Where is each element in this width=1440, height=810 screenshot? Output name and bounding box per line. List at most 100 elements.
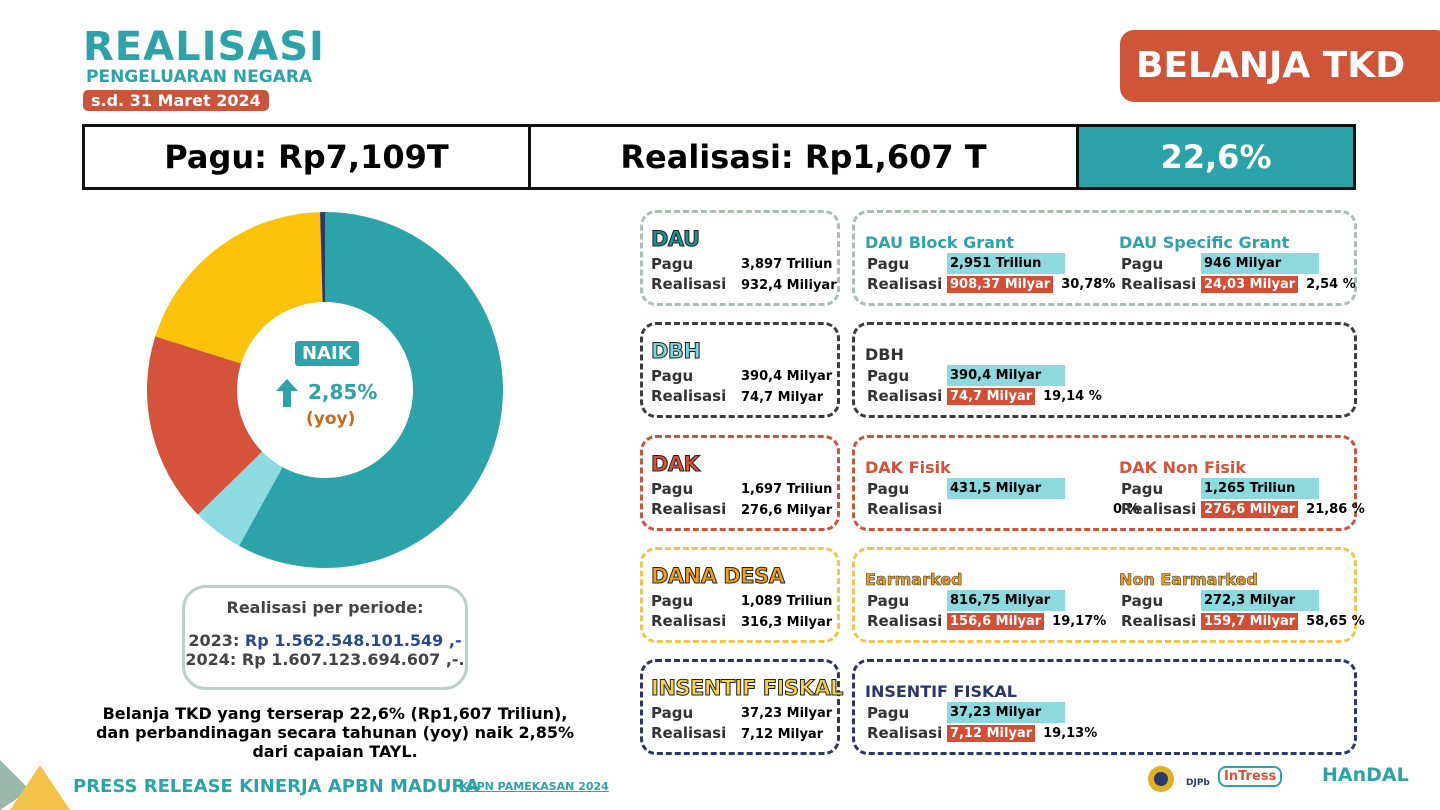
period-2024: 2024: Rp 1.607.123.694.607 ,-. [185,650,465,669]
description-line: dari capaian TAYL. [252,742,418,761]
realisasi-row: Realisasi 0 % [867,500,1140,518]
detail-card: DBH Pagu 390,4 Milyar Realisasi 74,7 Milyar 1… [852,322,1357,418]
realisasi-label: Realisasi [651,724,727,742]
center-label: NAIK [295,341,359,366]
percent: 58,65 % [1306,613,1365,629]
footer-sub: KPPN PAMEKASAN 2024 [460,780,609,793]
detail-title: DAK Fisik [865,458,951,477]
footer-title: PRESS RELEASE KINERJA APBN MADURA [73,776,480,797]
description-line: Belanja TKD yang terserap 22,6% (Rp1,607… [102,704,568,723]
period-title: Realisasi per periode: [226,598,424,617]
realisasi-value: 932,4 Miliyar [741,278,837,293]
pagu-label: Pagu [1121,255,1164,273]
realisasi-value: 7,12 Milyar [741,727,824,742]
realisasi-value: 74,7 Milyar [741,390,824,405]
pagu-label: Pagu [651,480,694,498]
detail-title: Non Earmarked [1119,570,1258,590]
pagu-label: Pagu [867,704,910,722]
detail-card: DAU Block Grant Pagu 2,951 Triliun Realisas… [852,210,1357,306]
realisasi-value: 276,6 Milyar [741,503,833,518]
detail-title: DAU Specific Grant [1119,233,1290,252]
detail-card: INSENTIF FISKAL Pagu 37,23 Milyar Realisasi… [852,659,1357,755]
realisasi-value: 316,3 Milyar [741,615,833,630]
realisasi-label: Realisasi [867,612,943,630]
donut-segment [239,212,503,568]
summary-realisasi: Realisasi: Rp1,607 T [531,127,1079,187]
realisasi-value: 24,03 Milyar [1201,275,1299,293]
detail-title: INSENTIF FISKAL [865,682,1017,701]
up-arrow [276,379,298,407]
card-title: DAK [650,452,700,477]
pagu-label: Pagu [1121,480,1164,498]
percent: 19,17% [1052,613,1107,629]
donut-segment [147,336,263,515]
pagu-label: Pagu [651,592,694,610]
pagu-value: 816,75 Milyar [947,590,1065,611]
realisasi-label: Realisasi [867,387,943,405]
pagu-label: Pagu [867,592,910,610]
realisasi-label: Realisasi [651,275,727,293]
realisasi-label: Realisasi [867,275,943,293]
period-box: Realisasi per periode: 2023: Rp 1.562.54… [182,585,468,690]
realisasi-label: Realisasi [867,724,943,742]
detail-title: DBH [865,345,904,364]
summary-card: DBH Pagu 390,4 Milyar Realisasi 74,7 Milyar [640,322,840,418]
card-title: DAU [651,227,701,252]
donut-chart [147,212,503,568]
pagu-label: Pagu [867,255,910,273]
logo-djpb: DJPb [1186,778,1210,788]
detail-title: Earmarked [865,570,963,590]
realisasi-row: Realisasi 159,7 Milyar 58,65 % [1121,612,1365,630]
pagu-label: Pagu [1121,592,1164,610]
donut-segment [320,212,325,303]
percent: 19,14 % [1043,388,1102,404]
pagu-value: 37,23 Milyar [741,706,833,721]
realisasi-row: Realisasi 908,37 Milyar 30,78% [867,275,1115,293]
realisasi-label: Realisasi [1121,500,1197,518]
realisasi-value: 276,6 Milyar [1201,500,1299,518]
percent: 21,86 % [1306,501,1365,517]
pagu-label: Pagu [651,367,694,385]
realisasi-value: 74,7 Milyar [947,387,1036,405]
realisasi-row: Realisasi 74,7 Milyar 19,14 % [867,387,1102,405]
description-line: dan perbandinagan secara tahunan (yoy) n… [95,723,575,742]
pagu-value: 1,697 Triliun [741,482,833,497]
realisasi-value: 156,6 Milyar [947,612,1045,630]
corner-decoration [0,760,70,810]
percent: 2,54 % [1306,276,1356,292]
logo-intress: InTress [1218,766,1283,787]
realisasi-row: Realisasi 24,03 Milyar 2,54 % [1121,275,1356,293]
pagu-value: 1,089 Triliun [741,594,833,609]
percent: 0 % [1113,501,1140,517]
pagu-label: Pagu [651,255,694,273]
title: REALISASI [83,24,325,70]
realisasi-label: Realisasi [1121,275,1197,293]
pagu-label: Pagu [867,480,910,498]
donut-segment [155,212,323,364]
realisasi-label: Realisasi [867,500,943,518]
realisasi-value: 159,7 Milyar [1201,612,1299,630]
pagu-label: Pagu [651,704,694,722]
section-badge: BELANJA TKD [1120,30,1440,102]
realisasi-label: Realisasi [1121,612,1197,630]
center-value: 2,85% [308,380,378,404]
pagu-value: 2,951 Triliun [947,253,1065,274]
date-badge: s.d. 31 Maret 2024 [83,90,269,111]
emblem-logo [1148,766,1174,792]
summary-card: INSENTIF FISKAL Pagu 37,23 Milyar Realisasi… [640,659,844,755]
summary-card: DANA DESA Pagu 1,089 Triliun Realisasi 316,3… [640,547,840,643]
description: Belanja TKD yang terserap 22,6% (Rp1,607… [60,704,610,761]
realisasi-row: Realisasi 156,6 Milyar 19,17% [867,612,1106,630]
realisasi-label: Realisasi [651,387,727,405]
card-title: DANA DESA [650,564,785,589]
realisasi-label: Realisasi [651,500,727,518]
pagu-value: 946 Milyar [1201,253,1319,274]
realisasi-row: Realisasi 7,12 Milyar 19,13% [867,724,1097,742]
summary-pagu: Pagu: Rp7,109T [85,127,531,187]
pagu-value: 390,4 Milyar [947,365,1065,386]
realisasi-value: 7,12 Milyar [947,724,1036,742]
pagu-label: Pagu [867,367,910,385]
summary-percent: 22,6% [1079,127,1353,187]
pagu-value: 390,4 Milyar [741,369,833,384]
center-note: (yoy) [306,409,356,429]
